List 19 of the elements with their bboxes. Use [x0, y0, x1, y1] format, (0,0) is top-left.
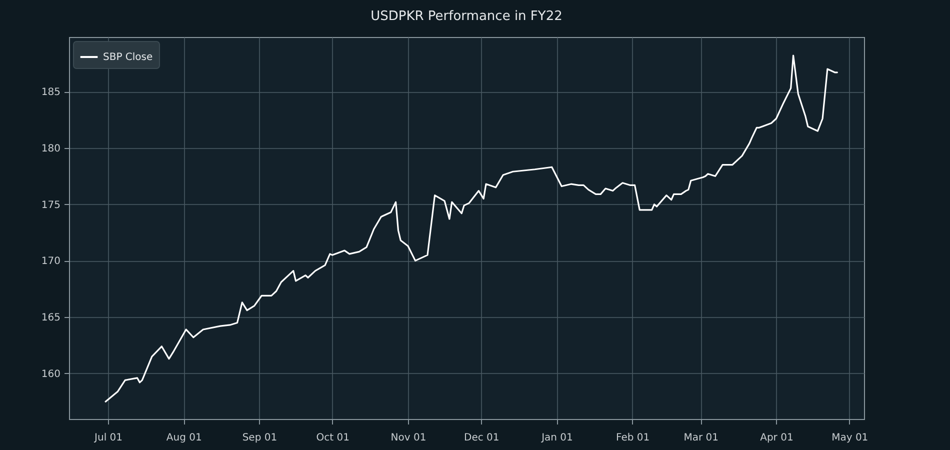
x-tick-label: Oct 01: [316, 432, 350, 444]
x-tick-label: Jul 01: [94, 432, 123, 444]
y-tick-label: 185: [41, 87, 60, 98]
y-tick-label: 175: [41, 200, 60, 211]
x-tick-label: Mar 01: [684, 432, 718, 444]
x-tick-label: Dec 01: [464, 432, 500, 444]
y-tick-label: 180: [41, 143, 60, 154]
y-tick-label: 165: [41, 312, 60, 324]
legend-label: SBP Close: [103, 52, 153, 63]
y-tick-label: 160: [41, 368, 60, 380]
x-tick-label: Apr 01: [760, 432, 794, 444]
x-tick-label: Nov 01: [390, 432, 426, 444]
x-tick-label: May 01: [832, 432, 868, 444]
x-tick-label: Feb 01: [616, 432, 650, 444]
y-tick-label: 170: [41, 256, 60, 268]
x-tick-label: Jan 01: [540, 432, 573, 444]
x-tick-label: Sep 01: [242, 432, 278, 444]
x-tick-label: Aug 01: [166, 432, 202, 444]
chart-title: USDPKR Performance in FY22: [370, 9, 562, 24]
